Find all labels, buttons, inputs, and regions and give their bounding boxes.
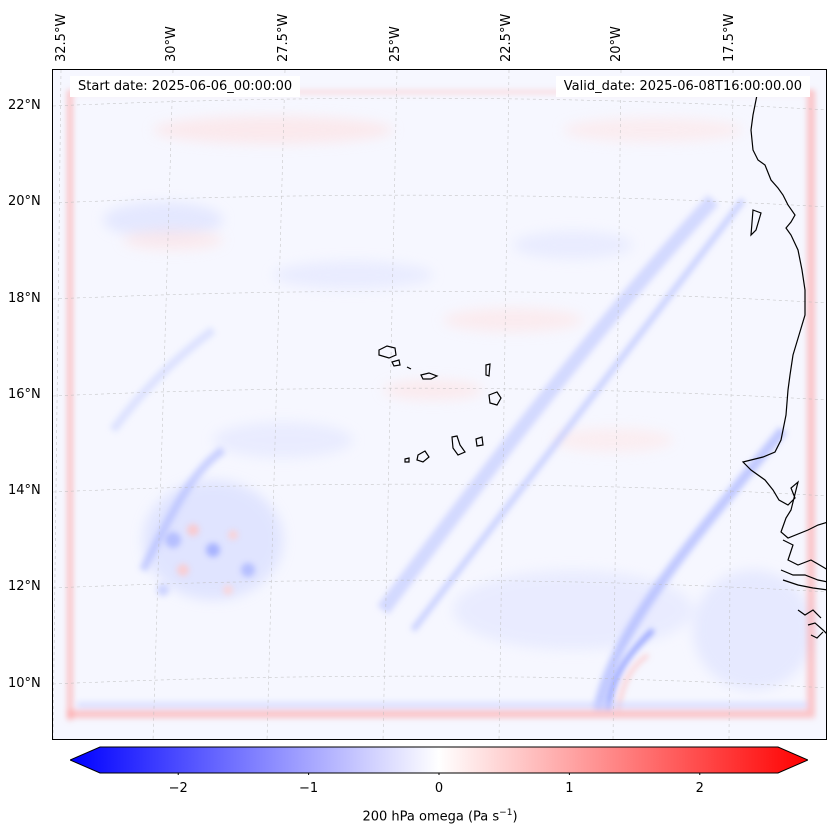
omega-field-map <box>53 70 826 739</box>
coast-senegal-south <box>780 569 826 583</box>
colorbar-tick-neg1: −1 <box>299 781 319 796</box>
island-santo-antao <box>378 345 397 359</box>
colorbar-label-exponent: −1 <box>499 808 513 818</box>
coast-guinea-bissau <box>782 579 826 591</box>
colorbar-gradient <box>70 746 808 774</box>
lat-label-18n: 18°N <box>8 291 41 306</box>
island-brava <box>404 457 410 463</box>
lat-label-10n: 10°N <box>8 676 41 691</box>
coast-western-sahara-inlet <box>750 209 762 237</box>
coast-mainland <box>741 94 826 539</box>
colorbar-tick-2: 2 <box>695 781 704 796</box>
lat-label-16n: 16°N <box>8 387 41 402</box>
island-boa-vista <box>488 391 502 406</box>
island-santiago <box>451 435 466 456</box>
lat-label-22n: 22°N <box>8 98 41 113</box>
colorbar-label-text: 200 hPa omega (Pa s <box>362 809 500 825</box>
lat-label-20n: 20°N <box>8 194 41 209</box>
lon-label-20w: 20°W <box>609 26 624 62</box>
island-sao-nicolau <box>420 372 439 380</box>
colorbar-label: 200 hPa omega (Pa s−1) <box>0 808 837 824</box>
lon-label-25w: 25°W <box>388 26 403 62</box>
coast-bijagos-2 <box>807 622 826 634</box>
cape-verde-islands <box>378 345 502 463</box>
island-santa-luzia <box>406 366 412 370</box>
africa-coastline <box>741 94 826 639</box>
lon-label-27-5w: 27.5°W <box>276 13 291 62</box>
lat-label-12n: 12°N <box>8 579 41 594</box>
colorbar-tick-0: 0 <box>434 781 444 796</box>
lon-label-30w: 30°W <box>164 26 179 62</box>
convective-cluster <box>157 524 255 596</box>
colorbar-tick-marks <box>177 773 701 775</box>
island-maio <box>475 436 484 447</box>
positive-omega-patches <box>123 116 743 452</box>
island-sal <box>485 363 491 377</box>
start-date-label: Start date: 2025-06-06_00:00:00 <box>70 76 301 97</box>
coast-bijagos-1 <box>797 609 822 619</box>
island-sao-vicente <box>391 359 401 367</box>
lon-label-17-5w: 17.5°W <box>722 13 737 62</box>
island-fogo <box>416 450 430 463</box>
map-panel <box>52 69 827 740</box>
graticule <box>53 70 826 739</box>
valid-date-label: Valid_date: 2025-06-08T16:00:00.00 <box>555 76 810 97</box>
lon-label-32-5w: 32.5°W <box>54 13 69 62</box>
diagonal-bands <box>109 195 787 711</box>
colorbar <box>70 746 808 775</box>
lon-label-22-5w: 22.5°W <box>499 13 514 62</box>
coast-gambia <box>782 539 826 570</box>
boundary-artifact <box>67 90 815 720</box>
colorbar-label-close: ) <box>512 809 518 825</box>
colorbar-tick-1: 1 <box>565 781 574 796</box>
lat-label-14n: 14°N <box>8 483 41 498</box>
colorbar-tick-neg2: −2 <box>168 781 188 796</box>
coast-bijagos-3 <box>810 631 824 639</box>
